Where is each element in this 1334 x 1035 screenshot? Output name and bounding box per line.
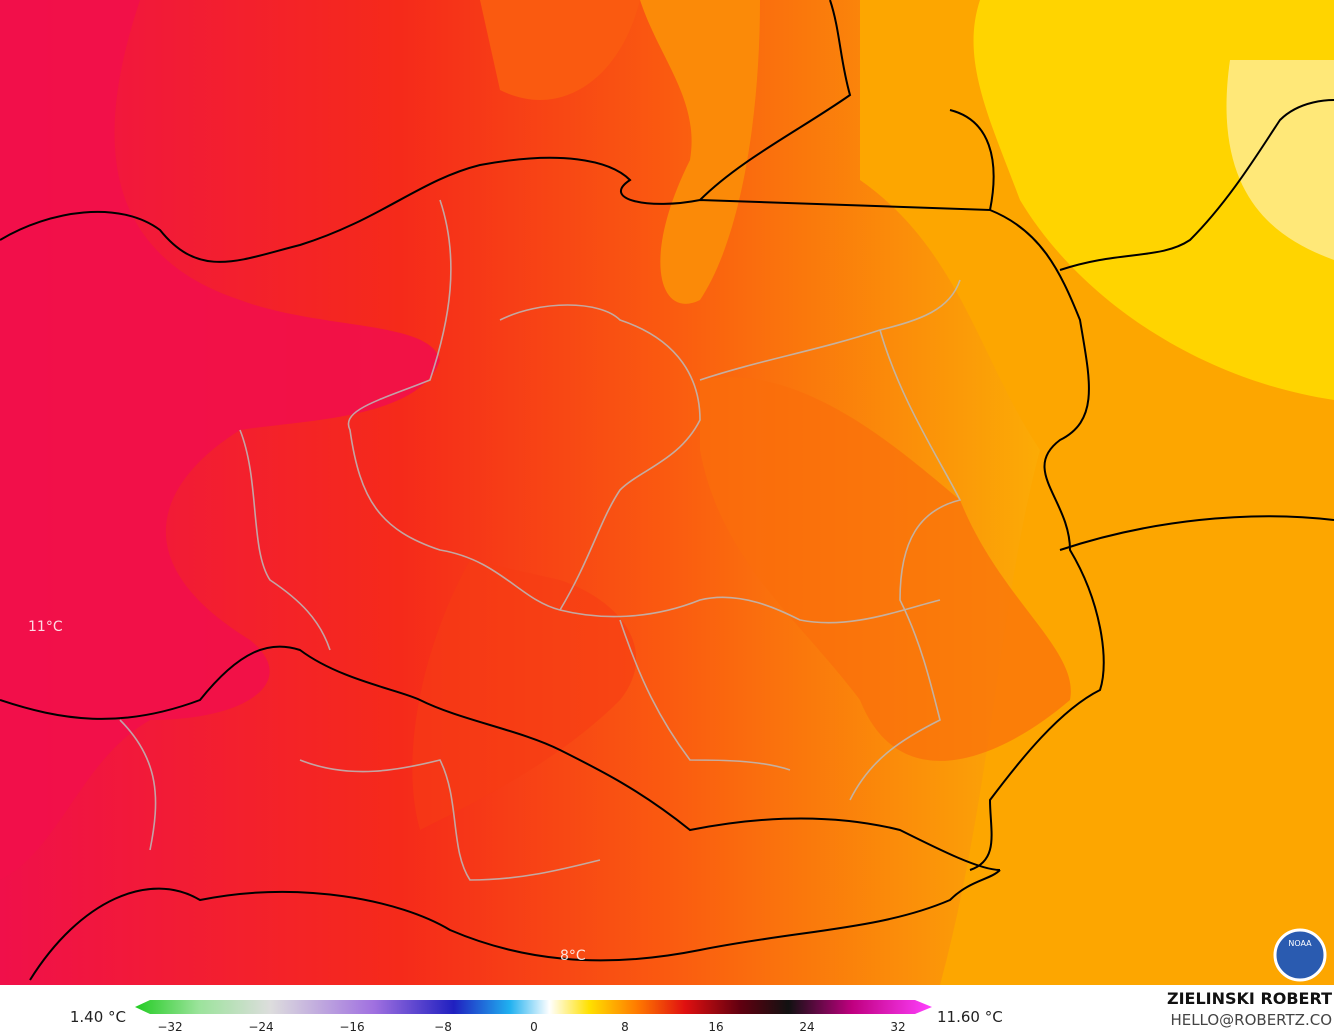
colorbar-tick-label: −24	[248, 1020, 273, 1034]
zone	[480, 0, 640, 100]
colorbar-tick-label: 24	[799, 1020, 814, 1034]
colorbar-tick-label: −32	[157, 1020, 182, 1034]
colorbar-tick-label: 8	[621, 1020, 629, 1034]
zone	[1226, 60, 1334, 260]
colorbar-tick-label: 0	[530, 1020, 538, 1034]
colorbar-tick-label: 16	[708, 1020, 723, 1034]
colorbar-tick-label: 32	[890, 1020, 905, 1034]
zone	[412, 560, 637, 830]
colorbar-ticks: −32 −24 −16 −8 0 8 16 24 32	[157, 1020, 905, 1034]
warm-zone	[0, 0, 440, 880]
colorbar-tick-label: −16	[339, 1020, 364, 1034]
logo-text: NOAA	[1288, 939, 1312, 948]
legend: 1.40 °C −32 −24 −16 −8 0 8 16 24 32 11.60 °C ZIE…	[70, 989, 1332, 1034]
map-label: 8°C	[560, 948, 586, 964]
colorbar	[135, 1000, 932, 1014]
legend-min: 1.40 °C	[70, 1008, 126, 1026]
zone	[640, 0, 760, 304]
map: 11°C 8°C NOAA	[0, 0, 1334, 985]
legend-max: 11.60 °C	[937, 1008, 1003, 1026]
logo	[1273, 928, 1327, 982]
map-label: 11°C	[28, 619, 63, 635]
credit-name: ZIELINSKI ROBERT	[1167, 989, 1332, 1008]
credit-contact: HELLO@ROBERTZ.CO	[1170, 1011, 1332, 1029]
colorbar-tick-label: −8	[434, 1020, 452, 1034]
zone	[700, 377, 1071, 761]
